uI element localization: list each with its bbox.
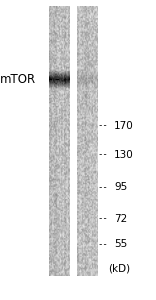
Text: --: -- [98, 150, 108, 159]
Text: --: -- [98, 240, 108, 249]
Text: --: -- [47, 73, 61, 86]
Text: 55: 55 [114, 239, 127, 250]
Text: --: -- [98, 183, 108, 192]
Text: 72: 72 [114, 214, 127, 224]
Text: (kD): (kD) [108, 263, 130, 274]
Text: 130: 130 [114, 149, 134, 160]
Text: --: -- [98, 122, 108, 130]
Text: 170: 170 [114, 121, 134, 131]
Text: mTOR: mTOR [0, 73, 36, 86]
Text: --: -- [98, 214, 108, 224]
Text: 95: 95 [114, 182, 127, 193]
